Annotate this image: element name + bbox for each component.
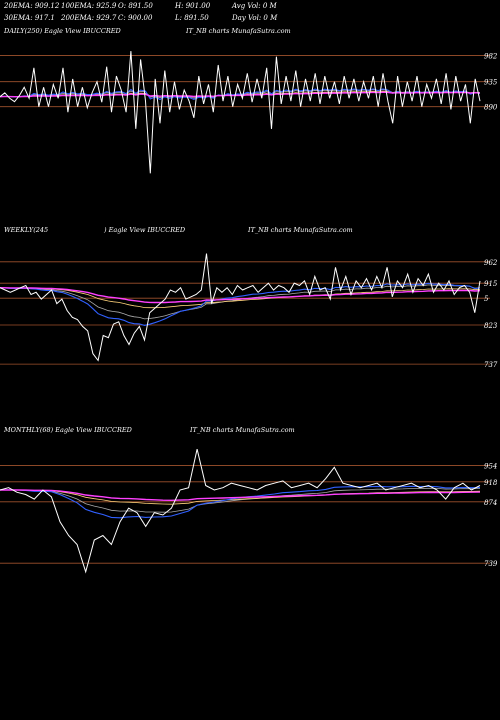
stat-day-vol: Day Vol: 0 M: [232, 14, 278, 22]
weekly-title-left: WEEKLY(245: [4, 226, 49, 234]
daily-level-label-1: 935: [484, 79, 498, 87]
monthly-price-line: [0, 448, 481, 574]
monthly-level-label-3: 739: [484, 560, 498, 568]
weekly-price-line: [0, 253, 481, 362]
monthly-ema-pink-line: [0, 489, 481, 502]
monthly-ema-gray-line: [0, 487, 481, 513]
stat-high: H: 901.00: [175, 2, 211, 10]
weekly-level-label-4: 737: [484, 361, 498, 369]
monthly-level-label-2: 874: [484, 499, 497, 507]
weekly-chart: 962 915 5 823 737: [0, 253, 498, 369]
monthly-chart: 954 918 874 739: [0, 448, 498, 574]
weekly-title-mid: ) Eagle View IBUCCRED: [104, 226, 186, 234]
monthly-level-label-1: 918: [484, 479, 498, 487]
daily-chart: 982 935 890: [0, 51, 498, 174]
stat-30ema: 30EMA: 917.1: [4, 14, 55, 22]
stat-100ema: 100EMA: 925.9: [61, 2, 117, 10]
daily-title-left: DAILY(250) Eagle View IBUCCRED: [4, 27, 121, 35]
weekly-ema-orange-line: [0, 287, 481, 309]
monthly-title-right: IT_NB charts MunafaSutra.com: [190, 426, 295, 434]
weekly-level-label-0: 962: [484, 259, 498, 267]
weekly-level-label-2: 5: [484, 295, 489, 303]
daily-level-label-2: 890: [484, 104, 498, 112]
stat-low: L: 891.50: [175, 14, 209, 22]
monthly-level-label-0: 954: [484, 462, 497, 470]
stat-close: C: 900.00: [118, 14, 153, 22]
stat-200ema: 200EMA: 929.7: [61, 14, 117, 22]
weekly-title-right: IT_NB charts MunafaSutra.com: [248, 226, 353, 234]
weekly-level-label-1: 915: [484, 280, 498, 288]
stat-20ema: 20EMA: 909.12: [4, 2, 60, 10]
daily-title-right: IT_NB charts MunafaSutra.com: [186, 27, 291, 35]
weekly-level-label-3: 823: [484, 322, 498, 330]
monthly-title-left: MONTHLY(68) Eagle View IBUCCRED: [4, 426, 132, 434]
weekly-ema-pink-line: [0, 287, 481, 304]
daily-price-line: [0, 51, 481, 174]
stat-avg-vol: Avg Vol: 0 M: [232, 2, 277, 10]
stat-open: O: 891.50: [118, 2, 153, 10]
daily-level-label-0: 982: [484, 53, 498, 61]
